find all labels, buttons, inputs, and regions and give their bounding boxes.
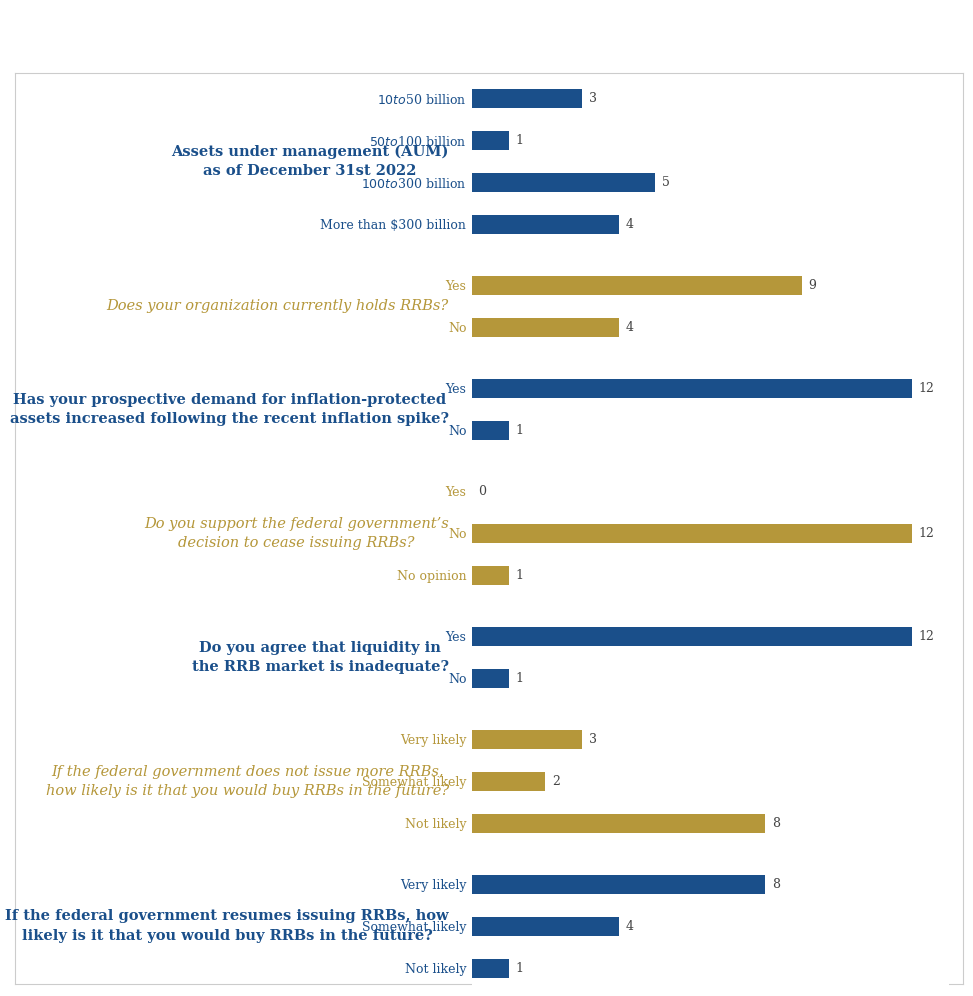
- Bar: [472, 421, 509, 440]
- Bar: [472, 669, 509, 687]
- Text: 4: 4: [626, 218, 633, 231]
- Text: Assets under management (AUM)
as of December 31st 2022: Assets under management (AUM) as of Dece…: [171, 144, 449, 178]
- Bar: [472, 379, 912, 397]
- Bar: [472, 90, 582, 109]
- Bar: [472, 916, 619, 935]
- Bar: [472, 276, 802, 295]
- Bar: [472, 874, 766, 893]
- Bar: [472, 215, 619, 234]
- Bar: [472, 626, 912, 645]
- Text: 1: 1: [515, 961, 523, 974]
- Bar: [472, 318, 619, 337]
- Text: Figure 3: Survey Snapshot, Number of Respondents: Figure 3: Survey Snapshot, Number of Res…: [21, 20, 628, 40]
- Text: 4: 4: [626, 919, 633, 932]
- Bar: [472, 173, 655, 192]
- Text: 1: 1: [515, 569, 523, 582]
- Text: 3: 3: [589, 733, 596, 746]
- Text: Do you support the federal government’s
decision to cease issuing RRBs?: Do you support the federal government’s …: [144, 517, 449, 550]
- Text: Has your prospective demand for inflation-protected
assets increased following t: Has your prospective demand for inflatio…: [10, 392, 449, 426]
- Text: Does your organization currently holds RRBs?: Does your organization currently holds R…: [107, 300, 449, 314]
- Text: 3: 3: [589, 93, 596, 106]
- Bar: [472, 131, 509, 150]
- Text: 8: 8: [772, 877, 780, 890]
- Bar: [472, 730, 582, 749]
- Text: 1: 1: [515, 134, 523, 147]
- Text: 12: 12: [919, 527, 934, 540]
- Text: 12: 12: [919, 381, 934, 395]
- Text: If the federal government does not issue more RRBs,
how likely is it that you wo: If the federal government does not issue…: [46, 765, 449, 798]
- Text: 4: 4: [626, 321, 633, 334]
- Text: 0: 0: [479, 485, 486, 498]
- Bar: [472, 566, 509, 585]
- Bar: [472, 814, 766, 833]
- Text: 2: 2: [552, 775, 559, 788]
- Text: If the federal government resumes issuing RRBs, how
likely is it that you would : If the federal government resumes issuin…: [5, 909, 449, 943]
- Bar: [472, 772, 545, 791]
- Text: Do you agree that liquidity in
the RRB market is inadequate?: Do you agree that liquidity in the RRB m…: [192, 640, 449, 674]
- Text: 12: 12: [919, 629, 934, 642]
- Text: 1: 1: [515, 671, 523, 685]
- Text: 1: 1: [515, 424, 523, 437]
- Bar: [472, 958, 509, 977]
- Text: 8: 8: [772, 817, 780, 830]
- Text: 9: 9: [809, 279, 816, 292]
- Text: 5: 5: [662, 176, 669, 189]
- Bar: [472, 524, 912, 543]
